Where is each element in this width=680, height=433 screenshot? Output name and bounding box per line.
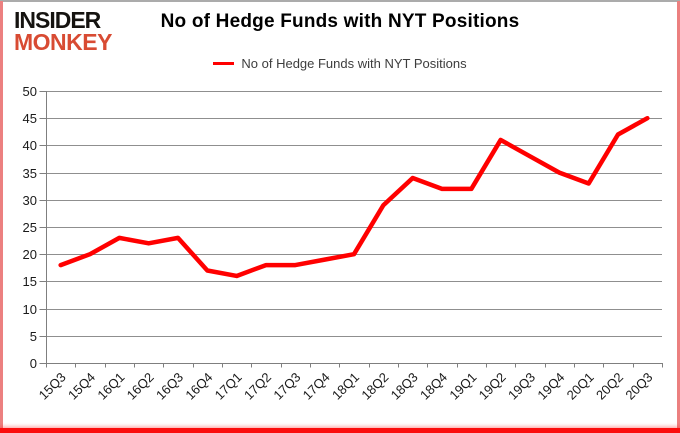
y-tick-label: 10 [23, 302, 37, 317]
y-tick-label: 35 [23, 166, 37, 181]
y-tick-label: 20 [23, 247, 37, 262]
x-tick-label: 17Q4 [300, 370, 333, 403]
x-tick-label: 17Q1 [212, 370, 245, 403]
y-tick-label: 45 [23, 111, 37, 126]
x-tick-label: 17Q2 [241, 370, 274, 403]
y-tick-label: 30 [23, 193, 37, 208]
border-right [677, 1, 680, 433]
border-left [0, 1, 3, 433]
x-tick-label: 15Q3 [36, 370, 69, 403]
x-tick-label: 16Q2 [124, 370, 157, 403]
y-tick-label: 0 [30, 356, 37, 371]
x-tick-label: 17Q3 [270, 370, 303, 403]
x-tick-label: 18Q4 [417, 370, 450, 403]
border-bottom [0, 428, 680, 433]
x-tick-label: 19Q2 [476, 370, 509, 403]
x-tick-label: 16Q4 [182, 370, 215, 403]
y-tick-label: 40 [23, 138, 37, 153]
y-tick-label: 25 [23, 220, 37, 235]
logo-line-monkey: MONKEY [14, 28, 112, 55]
x-tick-label: 16Q1 [94, 370, 127, 403]
x-tick-label: 19Q3 [505, 370, 538, 403]
x-tick-label: 18Q3 [388, 370, 421, 403]
y-tick-label: 50 [23, 84, 37, 99]
data-series-line [58, 115, 650, 279]
chart-title: No of Hedge Funds with NYT Positions [160, 11, 520, 32]
x-tick-label: 20Q2 [593, 370, 626, 403]
chart-legend: No of Hedge Funds with NYT Positions [0, 56, 680, 71]
border-top [0, 0, 680, 2]
x-tick-label: 16Q3 [153, 370, 186, 403]
x-tick-label: 20Q3 [622, 370, 655, 403]
x-tick-label: 20Q1 [564, 370, 597, 403]
y-tick-label: 5 [30, 329, 37, 344]
x-tick-label: 19Q1 [446, 370, 479, 403]
legend-line-swatch [213, 62, 235, 65]
x-tick-label: 18Q2 [358, 370, 391, 403]
insider-monkey-logo: INSIDER MONKEY [14, 6, 112, 55]
x-tick-label: 18Q1 [329, 370, 362, 403]
legend-label: No of Hedge Funds with NYT Positions [241, 56, 467, 71]
y-tick-label: 15 [23, 274, 37, 289]
x-tick-label: 15Q4 [65, 370, 98, 403]
logo-line-insider: INSIDER [14, 6, 101, 34]
x-tick-label: 19Q4 [534, 370, 567, 403]
